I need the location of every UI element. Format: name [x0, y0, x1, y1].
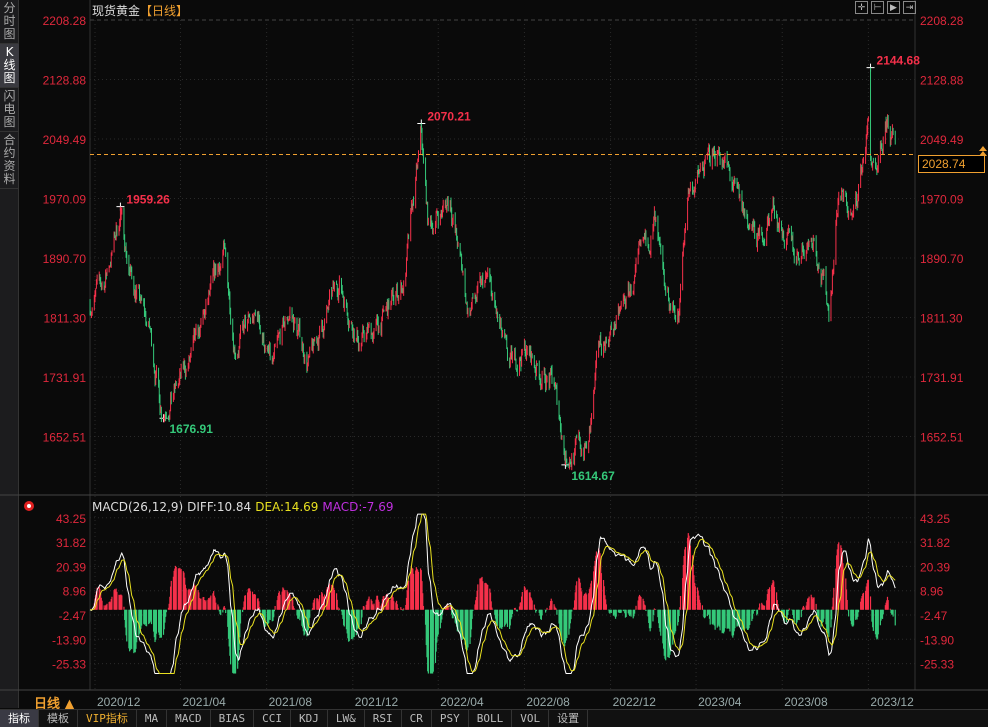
extreme-label-high: 2070.21: [427, 109, 471, 123]
macd-y-tick-right: 31.82: [920, 536, 950, 550]
y-tick-right: 2208.28: [920, 14, 964, 28]
indicator-tab-3[interactable]: MA: [137, 710, 168, 727]
candles: [89, 67, 896, 471]
y-tick-right: 1811.30: [920, 312, 963, 326]
sidebar-tab-kline[interactable]: K线图: [0, 44, 19, 88]
indicator-settings-icon[interactable]: [24, 501, 34, 511]
period-selector[interactable]: 日线 ▲: [34, 697, 75, 712]
macd-name: MACD(26,12,9): [92, 500, 184, 514]
macd-y-tick-right: 43.25: [920, 512, 950, 526]
indicator-tab-0[interactable]: 指标: [0, 710, 39, 727]
zoom-left-icon[interactable]: ⊢: [871, 1, 884, 14]
sidebar-tab-timeshare[interactable]: 分时图: [0, 0, 19, 44]
indicator-tab-13[interactable]: VOL: [512, 710, 550, 727]
chart-toolbar: ✛ ⊢ ▶ ⇥: [855, 1, 916, 14]
y-tick-right: 1731.91: [920, 371, 964, 385]
indicator-tab-6[interactable]: CCI: [254, 710, 291, 727]
x-tick-label: 2023/12: [870, 695, 914, 708]
macd-histogram: [90, 533, 896, 674]
current-price-label: 2028.74: [918, 155, 985, 173]
indicator-tab-12[interactable]: BOLL: [469, 710, 513, 727]
extreme-label-high: 1959.26: [126, 193, 170, 207]
instrument-name: 现货黄金: [92, 4, 141, 18]
y-tick-left: 2128.88: [43, 74, 87, 88]
indicator-tab-4[interactable]: MACD: [167, 710, 211, 727]
x-tick-label: 2022/04: [440, 695, 484, 708]
macd-y-tick-left: 31.82: [56, 536, 86, 550]
y-tick-right: 2049.49: [920, 133, 964, 147]
y-tick-left: 1652.51: [43, 431, 87, 445]
x-tick-label: 2023/04: [698, 695, 742, 708]
indicator-tab-7[interactable]: KDJ: [291, 710, 328, 727]
y-tick-right: 1890.70: [920, 252, 964, 266]
macd-header: MACD(26,12,9) DIFF:10.84 DEA:14.69 MACD:-7.…: [92, 500, 397, 514]
x-tick-label: 2020/12: [97, 695, 141, 708]
x-tick-label: 2022/12: [613, 695, 657, 708]
macd-y-tick-left: 20.39: [56, 560, 86, 574]
macd-dea: DEA:14.69: [255, 500, 319, 514]
macd-y-tick-right: -25.33: [920, 658, 954, 672]
y-tick-left: 1890.70: [43, 252, 87, 266]
indicator-tab-14[interactable]: 设置: [549, 710, 589, 727]
sidebar-tab-contract-info[interactable]: 合约资料: [0, 132, 19, 189]
macd-y-tick-right: -2.47: [920, 609, 948, 623]
y-tick-right: 1970.09: [920, 193, 964, 207]
indicator-tab-2[interactable]: VIP指标: [78, 710, 137, 727]
y-tick-left: 2049.49: [43, 133, 87, 147]
y-tick-left: 2208.28: [43, 14, 87, 28]
macd-y-tick-left: 43.25: [56, 512, 86, 526]
y-tick-left: 1811.30: [44, 312, 87, 326]
dea-line: [90, 513, 896, 674]
macd-y-tick-left: -2.47: [59, 609, 87, 623]
macd-y-tick-right: 8.96: [920, 585, 944, 599]
y-tick-right: 2128.88: [920, 74, 964, 88]
period-tag: 【日线】: [140, 4, 189, 18]
x-tick-label: 2021/12: [355, 695, 399, 708]
indicator-tab-8[interactable]: LW&: [328, 710, 365, 727]
chart-canvas[interactable]: 2208.28 2208.28 2128.88 2128.88 2049.49 2049.…: [0, 0, 988, 708]
zoom-right-icon[interactable]: ▶: [887, 1, 900, 14]
sidebar: 分时图 K线图 闪电图 合约资料: [0, 0, 19, 708]
sidebar-tab-flash[interactable]: 闪电图: [0, 88, 19, 132]
crosshair-icon[interactable]: ✛: [855, 1, 868, 14]
x-tick-label: 2023/08: [784, 695, 828, 708]
extreme-label-low: 1676.91: [170, 422, 214, 436]
macd-diff: DIFF:10.84: [187, 500, 252, 514]
indicator-tab-11[interactable]: PSY: [432, 710, 469, 727]
indicator-tab-9[interactable]: RSI: [365, 710, 402, 727]
macd-y-tick-right: 20.39: [920, 560, 950, 574]
y-tick-left: 1731.91: [43, 371, 87, 385]
y-tick-right: 1652.51: [920, 431, 964, 445]
y-tick-left: 1970.09: [43, 193, 87, 207]
extreme-label-high: 2144.68: [877, 54, 921, 68]
indicator-tab-bar: 指标 模板 VIP指标 MA MACD BIAS CCI KDJ LW& RSI CR PSY BOLL…: [0, 709, 988, 727]
chart-title: 现货黄金【日线】: [92, 2, 188, 19]
diff-line: [89, 513, 896, 674]
indicator-tab-1[interactable]: 模板: [39, 710, 78, 727]
macd-y-tick-right: -13.90: [920, 633, 954, 647]
x-tick-label: 2021/04: [182, 695, 226, 708]
price-arrow-icon: [979, 146, 987, 156]
x-tick-label: 2021/08: [269, 695, 313, 708]
x-tick-label: 2022/08: [526, 695, 570, 708]
move-right-icon[interactable]: ⇥: [903, 1, 916, 14]
macd-value: MACD:-7.69: [322, 500, 394, 514]
extreme-label-low: 1614.67: [571, 469, 615, 483]
indicator-tab-5[interactable]: BIAS: [211, 710, 255, 727]
indicator-tab-10[interactable]: CR: [402, 710, 432, 727]
macd-y-tick-left: -13.90: [52, 633, 86, 647]
macd-y-tick-left: -25.33: [52, 658, 86, 672]
macd-y-tick-left: 8.96: [63, 585, 87, 599]
